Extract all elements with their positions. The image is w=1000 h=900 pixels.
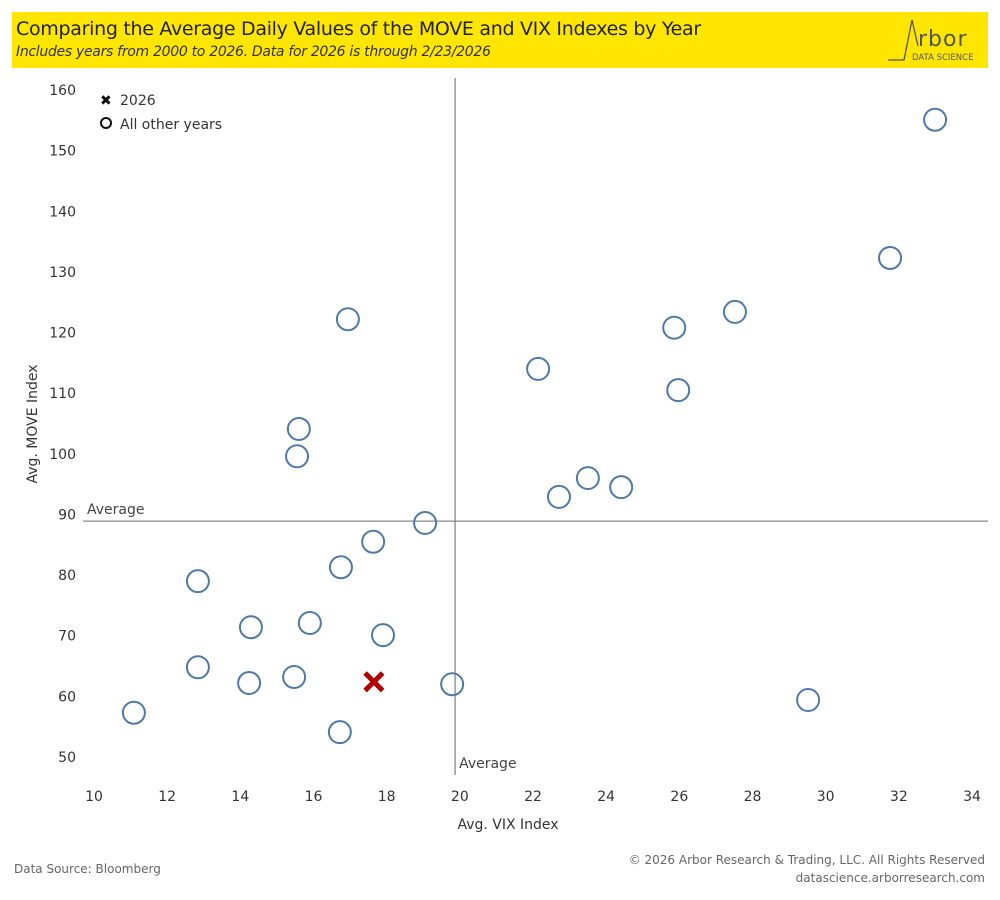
data-point-circle [526,356,551,381]
data-point-circle [285,444,310,469]
data-point-circle [440,672,465,697]
x-tick-label: 12 [158,789,176,805]
x-tick-label: 28 [744,789,762,805]
x-tick-label: 32 [890,789,908,805]
x-tick-label: 30 [817,789,835,805]
data-point-circle [662,315,687,340]
data-source: Data Source: Bloomberg [14,862,161,876]
y-tick-label: 60 [58,689,76,705]
y-tick-label: 80 [58,568,76,584]
x-tick-label: 26 [670,789,688,805]
x-tick-label: 16 [305,789,323,805]
data-point-circle [185,569,210,594]
y-tick-label: 110 [49,386,76,402]
data-point-circle [328,555,353,580]
y-tick-label: 90 [58,507,76,523]
data-point-circle [722,299,747,324]
data-point-circle [238,615,263,640]
y-tick-label: 100 [49,447,76,463]
arbor-logo: rbor DATA SCIENCE [888,19,973,63]
x-tick-label: 34 [963,789,981,805]
legend: ✖ 2026 All other years [100,93,222,133]
x-tick-label: 10 [85,789,103,805]
y-tick-label: 140 [49,204,76,220]
legend-label-2026: 2026 [120,93,156,109]
data-point-circle [237,671,262,696]
legend-label-other: All other years [120,117,222,133]
y-tick-label: 130 [49,265,76,281]
copyright: © 2026 Arbor Research & Trading, LLC. Al… [628,853,985,867]
x-mark [363,671,385,693]
data-point-circle [546,484,571,509]
x-axis-label: Avg. VIX Index [457,817,558,833]
data-point-circle [609,475,634,500]
y-tick-label: 160 [49,83,76,99]
y-tick-label: 120 [49,326,76,342]
data-point-circle [413,510,438,535]
x-tick-label: 22 [524,789,542,805]
svg-text:DATA SCIENCE: DATA SCIENCE [912,53,973,63]
y-tick-label: 150 [49,144,76,160]
y-tick-label: 70 [58,629,76,645]
data-point-2026 [363,671,385,693]
data-point-circle [361,529,386,554]
data-point-circle [335,307,360,332]
data-point-circle [185,655,210,680]
chart-title: Comparing the Average Daily Values of th… [16,18,701,40]
average-vix-label: Average [459,756,517,772]
x-tick-label: 24 [597,789,615,805]
data-point-circle [923,107,948,132]
data-point-circle [327,720,352,745]
data-point-circle [666,378,691,403]
data-point-circle [371,623,396,648]
data-point-circle [878,245,903,270]
header-banner: Comparing the Average Daily Values of th… [12,12,988,68]
data-point-circle [286,416,311,441]
average-move-label: Average [87,502,145,518]
x-tick-label: 14 [231,789,249,805]
data-point-circle [297,610,322,635]
svg-text:rbor: rbor [918,27,968,52]
data-point-circle [796,688,821,713]
x-tick-label: 18 [378,789,396,805]
data-point-circle [282,664,307,689]
legend-x-icon: ✖ [100,93,112,109]
x-tick-label: 20 [451,789,469,805]
website: datascience.arborresearch.com [795,871,985,885]
legend-circle-icon [100,117,112,129]
data-point-circle [575,466,600,491]
chart-subtitle: Includes years from 2000 to 2026. Data f… [16,44,491,60]
y-axis-label: Avg. MOVE Index [25,364,41,483]
data-point-circle [121,700,146,725]
y-tick-label: 50 [58,750,76,766]
